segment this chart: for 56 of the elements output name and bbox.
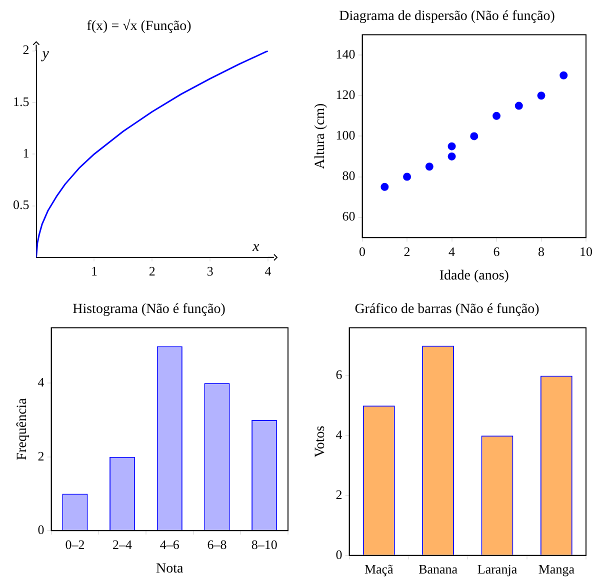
x-tick-label: Maçã (364, 562, 394, 577)
x-tick-label: 10 (580, 244, 592, 259)
chart-title: Histograma (Não é função) (72, 302, 226, 318)
y-axis-title: Votos (313, 426, 328, 458)
x-tick-label: 0–2 (65, 536, 85, 552)
point (492, 112, 501, 120)
chart-title: Diagrama de dispersão (Não é função) (339, 9, 556, 24)
y-tick-label: 2 (336, 486, 342, 502)
y-tick-label: 4 (336, 427, 343, 442)
x-tick-label: 2 (148, 264, 156, 279)
x-tick-label: Manga (538, 562, 575, 577)
point (380, 182, 389, 191)
chart-title: f(x) = √x (Função) (86, 18, 192, 34)
y-tick-label: 4 (38, 374, 45, 390)
x-tick-label: 6 (493, 244, 500, 259)
x-tick-label: Banana (418, 562, 458, 577)
x-tick-label: 8–10 (251, 536, 278, 552)
x-tick-label: 1 (90, 264, 98, 279)
point (425, 162, 434, 171)
y-tick-label: 6 (336, 367, 343, 382)
chart-title: Gráfico de barras (Não é função) (354, 302, 540, 318)
point (448, 152, 456, 160)
y-tick-label: 0 (38, 522, 44, 538)
y-tick-label: 100 (336, 128, 356, 143)
point (514, 102, 523, 110)
x-axis-title: Idade (anos) (439, 268, 510, 284)
point (470, 132, 478, 140)
y-tick-label: 1.5 (13, 94, 30, 109)
y-axis-title: y (40, 46, 50, 62)
y-axis-title: Frequência (15, 397, 30, 460)
x-tick-label: 4 (264, 264, 272, 279)
point (560, 71, 568, 80)
point (537, 92, 546, 100)
x-tick-label: Laranja (477, 562, 518, 577)
x-tick-label: 6–8 (207, 536, 227, 552)
x-axis-title: x (252, 238, 260, 255)
y-tick-label: 60 (342, 208, 356, 224)
x-tick-label: 4 (448, 244, 456, 259)
x-tick-label: 3 (206, 264, 214, 279)
x-tick-label: 2–4 (112, 536, 133, 552)
x-tick-label: 0 (359, 244, 366, 259)
y-tick-label: 1 (22, 146, 30, 161)
x-axis-title: Nota (156, 561, 184, 576)
y-axis-title: Altura (cm) (313, 103, 328, 170)
y-tick-label: 80 (342, 168, 356, 184)
x-tick-label: 8 (538, 244, 545, 259)
x-tick-label: 2 (404, 244, 410, 259)
y-tick-label: 0.5 (13, 197, 30, 212)
point (403, 172, 412, 181)
y-tick-label: 120 (336, 87, 356, 102)
y-tick-label: 2 (22, 42, 30, 58)
y-tick-label: 0 (336, 546, 342, 562)
point (448, 142, 456, 150)
x-tick-label: 4–6 (160, 536, 180, 552)
y-tick-label: 2 (38, 448, 44, 464)
y-tick-label: 140 (336, 46, 356, 62)
